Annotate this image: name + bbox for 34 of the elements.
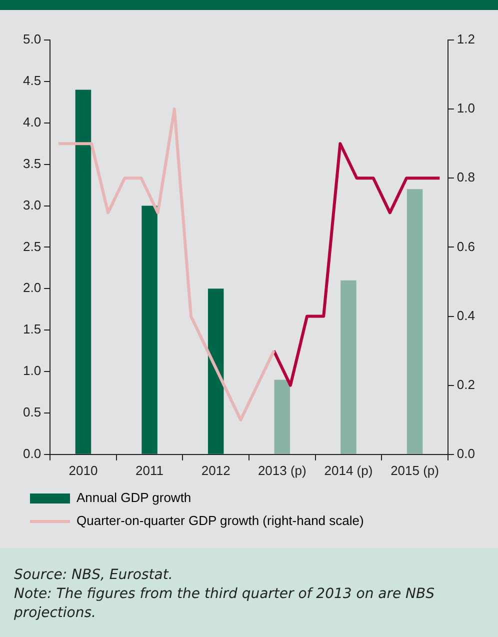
y-tick-label: 3.0: [22, 197, 42, 212]
y-tick-label: 1.0: [22, 363, 42, 378]
x-tick-label: 2012: [201, 462, 230, 478]
y-tick-label: 0.5: [22, 404, 42, 420]
bar: [75, 90, 92, 454]
bar: [142, 206, 158, 454]
y2-tick-label: 0.2: [456, 376, 476, 392]
legend-label: Quarter-on-quarter GDP growth (right-hand scale): [76, 513, 364, 528]
y-tick-label: 1.5: [22, 322, 42, 337]
y2-tick-label: 0.4: [456, 308, 476, 323]
x-tick-label: 2015 (p): [390, 462, 439, 478]
y2-tick-label: 0.0: [456, 446, 476, 461]
x-tick-label: 2011: [136, 462, 164, 478]
bar: [340, 280, 356, 454]
y-tick-label: 2.0: [22, 280, 42, 296]
bar: [208, 288, 224, 454]
bar: [274, 380, 290, 454]
x-tick-label: 2010: [68, 462, 98, 478]
y2-tick-label: 0.6: [456, 238, 476, 254]
y-tick-label: 5.0: [22, 32, 42, 47]
x-tick-label: 2013 (p): [258, 462, 306, 478]
source-note: Source: NBS, Eurostat.: [14, 566, 174, 585]
legend-label: Annual GDP growth: [76, 490, 192, 506]
y-tick-label: 2.5: [22, 238, 42, 254]
y2-tick-label: 1.0: [456, 100, 476, 116]
x-tick-label: 2014 (p): [324, 462, 373, 478]
y-tick-label: 0.0: [22, 446, 42, 461]
y2-tick-label: 1.2: [456, 32, 476, 47]
y2-tick-label: 0.8: [456, 170, 476, 185]
y-tick-label: 3.5: [22, 156, 42, 171]
y-tick-label: 4.5: [22, 73, 42, 88]
text: Note: The figures from the third quarter of 2013 on are NBS projections.: [14, 585, 436, 623]
y-tick-label: 4.0: [22, 114, 42, 130]
bar: [406, 189, 423, 454]
